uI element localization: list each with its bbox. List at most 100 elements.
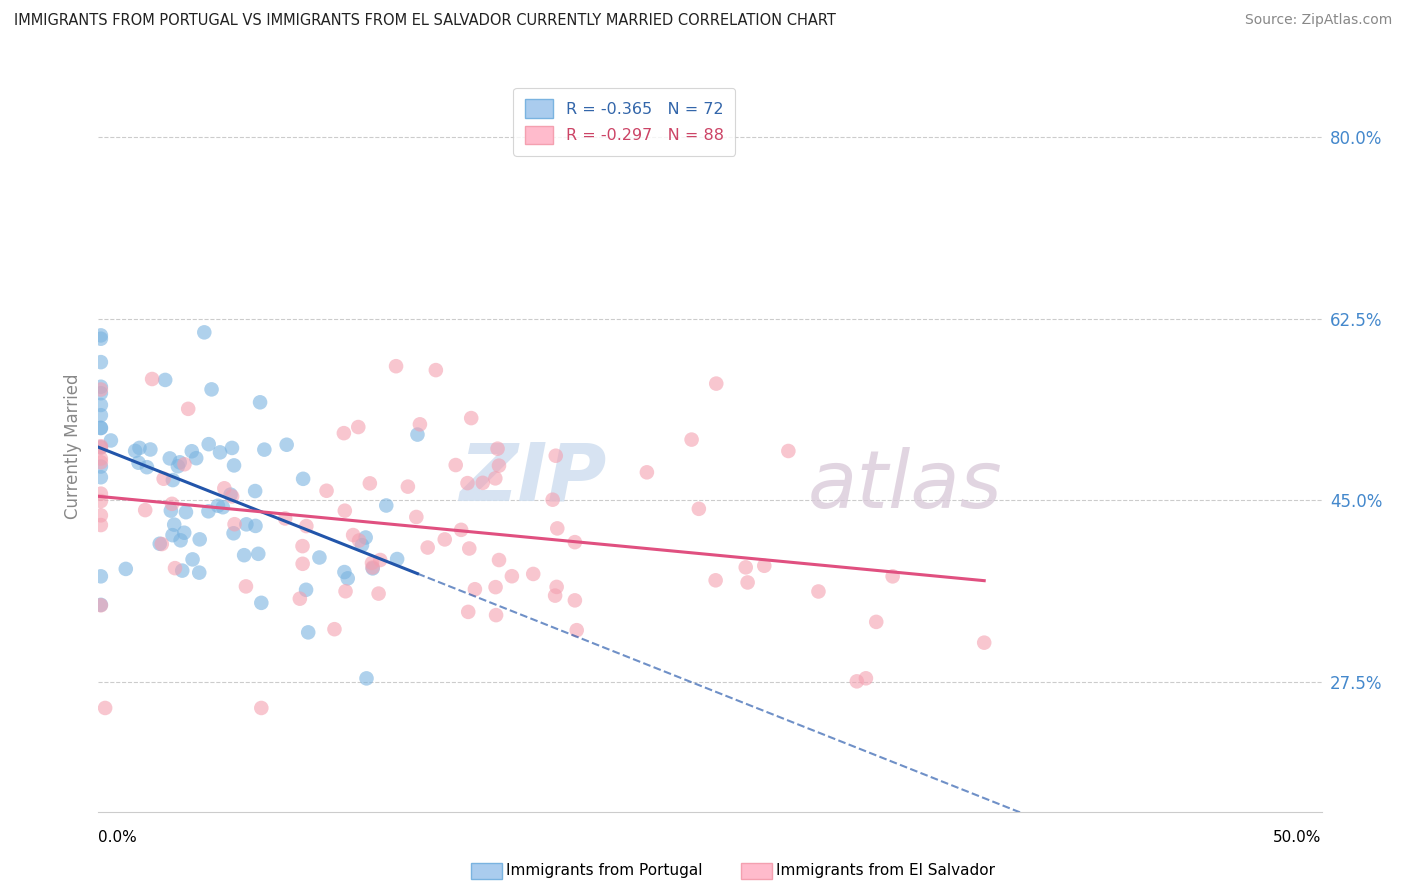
Point: [361, 560, 384, 574]
Point: [90, 598, 112, 612]
Point: [274, 511, 297, 525]
Point: [94, 701, 117, 715]
Point: [347, 420, 370, 434]
Text: Immigrants from El Salvador: Immigrants from El Salvador: [776, 863, 995, 878]
Point: [160, 497, 183, 511]
Point: [315, 483, 337, 498]
Point: [90, 518, 112, 533]
Point: [460, 411, 482, 425]
Point: [778, 444, 800, 458]
Point: [276, 438, 298, 452]
Point: [90, 508, 112, 523]
Point: [333, 426, 356, 441]
Point: [882, 569, 904, 583]
Text: IMMIGRANTS FROM PORTUGAL VS IMMIGRANTS FROM EL SALVADOR CURRENTLY MARRIED CORREL: IMMIGRANTS FROM PORTUGAL VS IMMIGRANTS F…: [14, 13, 837, 29]
Point: [219, 488, 242, 502]
Point: [250, 596, 273, 610]
Point: [162, 473, 184, 487]
Point: [208, 445, 231, 459]
Point: [90, 599, 112, 613]
Point: [90, 386, 112, 401]
Point: [173, 525, 195, 540]
Point: [464, 582, 486, 597]
Point: [457, 605, 479, 619]
Point: [485, 608, 508, 623]
Point: [471, 475, 494, 490]
Point: [90, 470, 112, 484]
Point: [235, 517, 257, 532]
Text: 50.0%: 50.0%: [1274, 830, 1322, 846]
Point: [249, 395, 271, 409]
Point: [359, 476, 381, 491]
Point: [177, 401, 200, 416]
Point: [186, 451, 208, 466]
Point: [356, 672, 378, 686]
Point: [734, 560, 756, 574]
Point: [247, 547, 270, 561]
Point: [253, 442, 276, 457]
Point: [405, 510, 427, 524]
Point: [90, 494, 112, 508]
Point: [486, 442, 509, 456]
Point: [544, 589, 567, 603]
Point: [90, 455, 112, 469]
Text: ZIP: ZIP: [458, 440, 606, 518]
Point: [342, 528, 364, 542]
Point: [139, 442, 162, 457]
Point: [444, 458, 467, 472]
Point: [288, 591, 311, 606]
Point: [564, 593, 586, 607]
Point: [541, 492, 564, 507]
Point: [169, 455, 191, 469]
Point: [90, 569, 112, 583]
Point: [90, 328, 112, 343]
Point: [308, 550, 330, 565]
Point: [90, 440, 112, 454]
Point: [409, 417, 432, 432]
Text: 0.0%: 0.0%: [98, 830, 138, 846]
Point: [180, 444, 202, 458]
Point: [162, 528, 184, 542]
Point: [681, 433, 703, 447]
Point: [385, 552, 408, 566]
Point: [333, 565, 356, 579]
Point: [181, 552, 204, 566]
Point: [737, 575, 759, 590]
Point: [160, 503, 183, 517]
Point: [457, 476, 479, 491]
Point: [484, 471, 506, 485]
Point: [235, 579, 257, 593]
Point: [128, 441, 150, 455]
Point: [546, 521, 568, 535]
Point: [128, 456, 150, 470]
Point: [295, 582, 318, 597]
Point: [124, 443, 146, 458]
Point: [488, 553, 510, 567]
Point: [350, 538, 373, 552]
Point: [100, 434, 122, 448]
Point: [297, 625, 319, 640]
Point: [173, 457, 195, 471]
Point: [90, 421, 112, 435]
Point: [243, 484, 266, 499]
Point: [291, 557, 314, 571]
Point: [193, 326, 215, 340]
Point: [501, 569, 523, 583]
Point: [90, 439, 112, 453]
Text: Immigrants from Portugal: Immigrants from Portugal: [506, 863, 703, 878]
Point: [522, 566, 544, 581]
Point: [973, 635, 995, 649]
Point: [688, 501, 710, 516]
Point: [458, 541, 481, 556]
Point: [807, 584, 830, 599]
Point: [336, 571, 359, 585]
Point: [136, 460, 159, 475]
Point: [484, 580, 506, 594]
Text: Source: ZipAtlas.com: Source: ZipAtlas.com: [1244, 13, 1392, 28]
Y-axis label: Currently Married: Currently Married: [65, 373, 83, 519]
Point: [222, 458, 245, 473]
Point: [90, 380, 112, 394]
Point: [172, 564, 194, 578]
Point: [90, 441, 112, 455]
Point: [855, 671, 877, 685]
